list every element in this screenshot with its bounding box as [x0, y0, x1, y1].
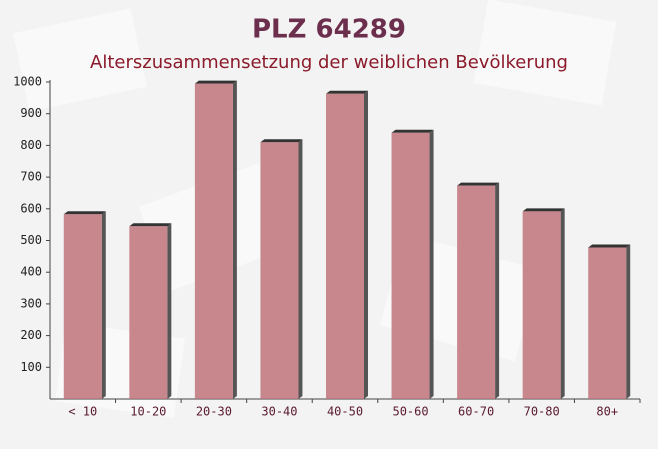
x-tick-label: 50-60: [392, 405, 428, 419]
bar: [457, 185, 496, 399]
bar-top: [326, 90, 368, 94]
bar-top: [260, 139, 303, 143]
bar-side: [232, 80, 237, 400]
x-tick-label: 40-50: [327, 405, 363, 419]
bar-top: [522, 208, 565, 212]
x-tick-label: 80+: [596, 405, 618, 419]
y-tick-label: 300: [20, 296, 42, 310]
y-tick-label: 700: [20, 170, 42, 184]
bar-side: [429, 129, 434, 399]
bar: [194, 83, 233, 400]
bar-top: [194, 80, 237, 84]
bar-top: [457, 182, 500, 186]
bar: [326, 93, 364, 399]
y-tick-label: 800: [20, 138, 42, 152]
y-tick-label: 900: [20, 106, 42, 120]
bar-side: [101, 211, 106, 399]
bar: [129, 226, 168, 399]
bar-top: [129, 223, 172, 227]
y-tick-label: 400: [20, 265, 42, 279]
bar-top: [63, 211, 106, 215]
bar-side: [560, 208, 565, 399]
y-tick-label: 200: [20, 328, 42, 342]
chart-subtitle: Alterszusammensetzung der weiblichen Bev…: [90, 52, 568, 73]
y-tick-label: 100: [20, 360, 42, 374]
bar-side: [495, 182, 500, 399]
bar: [260, 142, 299, 400]
x-tick-label: 30-40: [261, 405, 297, 419]
chart-title: PLZ 64289: [252, 15, 406, 45]
bar-side: [298, 139, 303, 400]
bar-side: [626, 244, 631, 399]
bar-side: [167, 223, 172, 399]
bar: [391, 132, 430, 399]
bar-top: [588, 244, 631, 248]
bar: [522, 211, 561, 399]
y-tick-label: 1000: [13, 75, 42, 89]
x-tick-label: 10-20: [130, 405, 166, 419]
x-tick-label: 60-70: [458, 405, 494, 419]
x-tick-label: 70-80: [524, 405, 560, 419]
x-tick-label: 20-30: [196, 405, 232, 419]
bar: [588, 247, 627, 399]
y-tick-label: 600: [20, 201, 42, 215]
y-tick-label: 500: [20, 233, 42, 247]
bar-top: [391, 129, 434, 133]
x-tick-label: < 10: [68, 405, 97, 419]
bar-side: [364, 90, 368, 399]
bar: [63, 214, 102, 399]
